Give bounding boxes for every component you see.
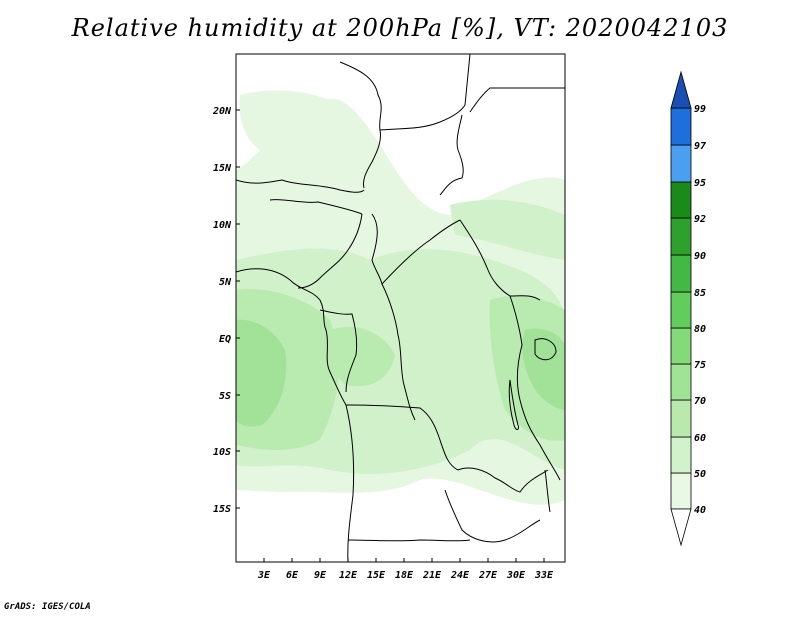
colorbar-label: 50 (694, 469, 706, 480)
map-title: Relative humidity at 200hPa [%], VT: 202… (71, 14, 729, 42)
lon-label: 18E (395, 570, 414, 581)
lat-label: 5S (219, 391, 231, 402)
lat-label: EQ (219, 334, 231, 345)
lon-label: 15E (367, 570, 386, 581)
border-drc-car (381, 283, 416, 421)
border-east-africa (509, 295, 561, 481)
colorbar-label: 90 (694, 251, 706, 262)
border-sudan-south (439, 114, 464, 196)
border-south-sudan (459, 219, 541, 301)
colorbar-segment (670, 436, 692, 474)
colorbar-label: 97 (694, 141, 706, 152)
colorbar-segment (670, 291, 692, 329)
lon-label: 21E (422, 570, 442, 581)
latitude-labels: 20N 15N 10N 5N EQ 5S 10S 15S (212, 106, 232, 515)
lat-label: 15N (213, 163, 232, 174)
border-drc-zambia (457, 467, 549, 493)
humidity-band-75-east (522, 328, 565, 410)
humidity-field (236, 54, 565, 562)
colorbar-label: 80 (694, 324, 706, 335)
colorbar-segment (670, 217, 692, 256)
colorbar-label: 75 (694, 360, 706, 371)
lon-label: 9E (314, 570, 327, 581)
border-sudan-egypt (469, 87, 565, 113)
humidity-band-50-north (239, 90, 350, 150)
lat-label: 5N (219, 277, 232, 288)
lon-label: 30E (506, 570, 526, 581)
colorbar-label: 40 (694, 505, 706, 516)
colorbar-segment (670, 327, 692, 365)
border-congo-gabon (319, 309, 358, 393)
lon-label: 33E (534, 570, 554, 581)
colorbar-segment (670, 399, 692, 438)
humidity-band-60-east (450, 199, 565, 260)
colorbar-segment (670, 107, 692, 146)
colorbar-label: 85 (694, 288, 706, 299)
lat-label: 10N (213, 220, 232, 231)
grads-credit: GrADS: IGES/COLA (4, 602, 91, 612)
colorbar-label: 92 (694, 214, 706, 225)
colorbar-segment (670, 181, 692, 219)
border-nigeria-cameroon (297, 213, 363, 289)
colorbar-top-arrow (670, 70, 692, 109)
humidity-band-70-central (328, 326, 395, 387)
border-niger-chad (236, 179, 365, 193)
lat-label: 20N (212, 106, 232, 117)
colorbar-label: 70 (694, 396, 706, 407)
coastline-gulf-of-guinea (236, 268, 355, 562)
colorbar-segment (670, 144, 692, 183)
colorbar-segment (670, 363, 692, 401)
lon-label: 24E (450, 570, 470, 581)
border-angola-namibia (347, 539, 471, 542)
lon-label: 3E (257, 570, 271, 581)
map-frame (235, 53, 566, 563)
colorbar-label: 60 (694, 433, 706, 444)
border-zambia-zimbabwe (444, 489, 541, 543)
lat-label: 15S (213, 504, 231, 515)
longitude-labels: 3E 6E 9E 12E 15E 18E 21E 24E 27E 30E 33E (257, 570, 554, 581)
colorbar-segment (670, 472, 692, 510)
lake-malawi (544, 469, 551, 513)
colorbar: 40 50 60 70 75 80 85 90 92 95 97 99 (670, 70, 706, 547)
colorbar-labels: 40 50 60 70 75 80 85 90 92 95 97 99 (694, 104, 706, 516)
lon-label: 6E (286, 570, 299, 581)
lon-label: 12E (339, 570, 358, 581)
country-borders (236, 54, 565, 562)
border-chad-sudan (379, 54, 471, 131)
border-chad-car (371, 213, 461, 286)
colorbar-label: 99 (694, 104, 706, 115)
lon-label: 27E (478, 570, 498, 581)
lake-victoria (534, 338, 557, 361)
humidity-band-75 (236, 319, 287, 427)
colorbar-segments (670, 107, 692, 510)
colorbar-segment (670, 254, 692, 293)
axis-ticks (236, 109, 545, 562)
border-drc-angola (345, 404, 459, 471)
border-nigeria-niger (269, 199, 363, 215)
colorbar-label: 95 (694, 178, 706, 189)
lake-tanganyika (508, 379, 519, 430)
colorbar-bottom-arrow (670, 508, 692, 547)
lat-label: 10S (213, 447, 231, 458)
